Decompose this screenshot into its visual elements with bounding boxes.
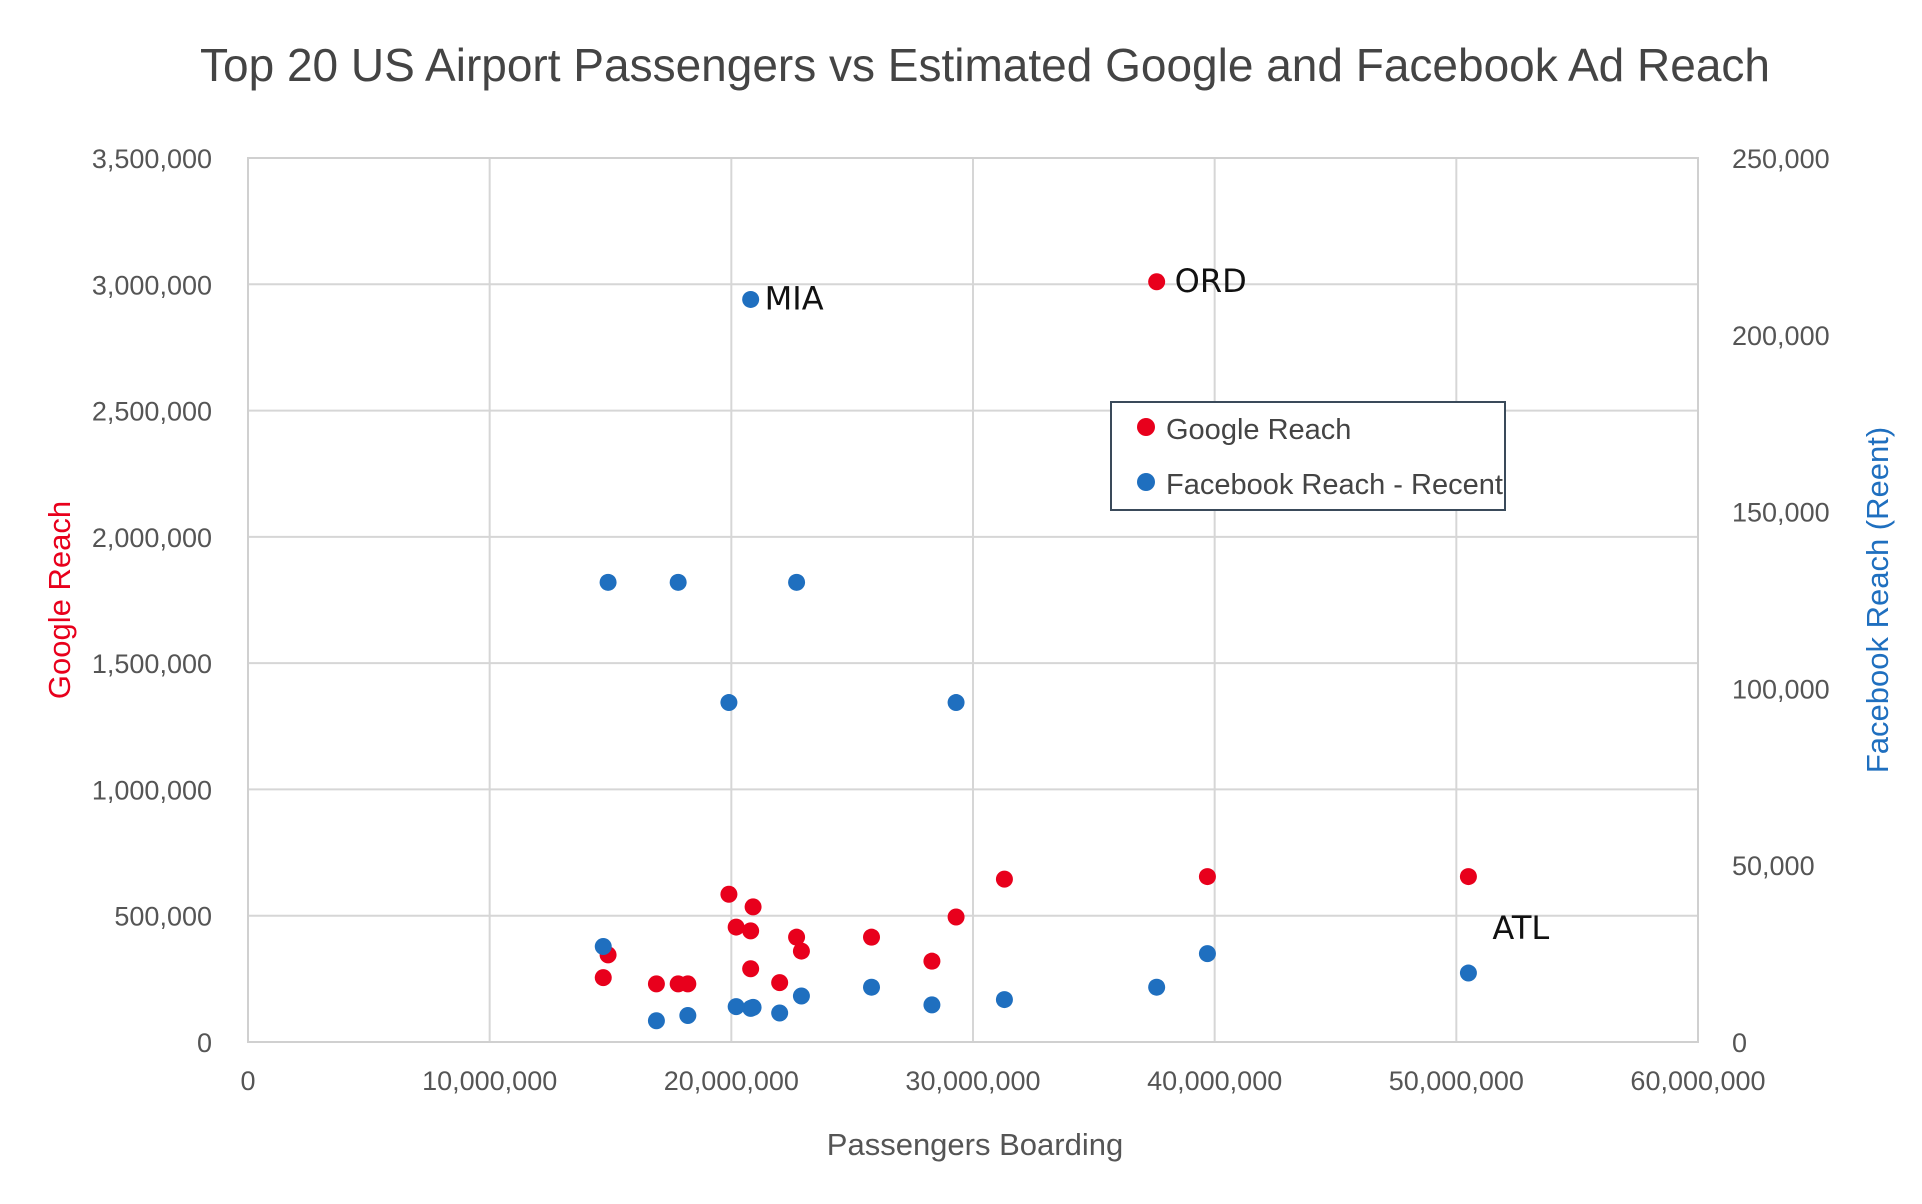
right-tick-label: 0 [1732, 1028, 1747, 1058]
left-axis-ticks: 0 500,000 1,000,000 1,500,000 2,000,000 2,500… [92, 144, 212, 1058]
facebook-reach-point [742, 290, 760, 308]
left-axis-title: Google Reach [42, 501, 77, 699]
google-reach-point [727, 918, 745, 936]
annotation-atl: ATL [1492, 909, 1549, 947]
facebook-reach-point [594, 938, 612, 956]
left-tick-label: 3,000,000 [92, 270, 212, 300]
google-reach-point [1459, 868, 1477, 886]
right-tick-label: 150,000 [1732, 498, 1830, 528]
google-reach-point [679, 975, 697, 993]
google-reach-point [742, 922, 760, 940]
facebook-reach-point [923, 996, 941, 1014]
left-tick-label: 1,500,000 [92, 649, 212, 679]
legend-marker-google [1137, 418, 1155, 436]
legend-label-facebook: Facebook Reach - Recent [1166, 469, 1503, 501]
grid-lines [248, 158, 1698, 1043]
x-tick-label: 20,000,000 [664, 1066, 799, 1096]
facebook-reach-point [727, 998, 745, 1016]
x-tick-label: 0 [240, 1066, 255, 1096]
facebook-reach-point [788, 573, 806, 591]
facebook-reach-point [863, 978, 880, 996]
x-axis-ticks: 0 10,000,000 20,000,000 30,000,000 40,000,00… [240, 1066, 1765, 1096]
facebook-reach-point [720, 694, 738, 712]
annotation-mia: MIA [765, 279, 824, 317]
plot-area [247, 157, 1699, 1043]
google-reach-point [1198, 868, 1216, 886]
facebook-reach-point [947, 694, 965, 712]
x-axis-title: Passengers Boarding [827, 1127, 1123, 1162]
left-tick-label: 500,000 [114, 902, 212, 932]
right-tick-label: 250,000 [1732, 144, 1830, 174]
legend: Google Reach Facebook Reach - Recent [1110, 401, 1506, 511]
x-tick-label: 50,000,000 [1389, 1066, 1524, 1096]
x-tick-label: 60,000,000 [1630, 1066, 1765, 1096]
google-reach-point [995, 870, 1013, 888]
right-tick-label: 100,000 [1732, 674, 1830, 704]
google-reach-point [594, 969, 612, 987]
facebook-reach-point [744, 998, 762, 1016]
right-axis-title: Facebook Reach (Reent) [1860, 427, 1895, 773]
right-axis-ticks: 0 50,000 100,000 150,000 200,000 250,000 [1732, 144, 1830, 1058]
google-reach-point [647, 975, 665, 993]
facebook-reach-point [647, 1012, 665, 1030]
x-tick-label: 30,000,000 [905, 1066, 1040, 1096]
google-reach-point [863, 928, 880, 946]
left-tick-label: 1,000,000 [92, 775, 212, 805]
facebook-reach-point [771, 1004, 789, 1022]
legend-marker-facebook [1137, 473, 1155, 491]
facebook-reach-point [1148, 978, 1166, 996]
facebook-reach-point [669, 573, 687, 591]
right-tick-label: 200,000 [1732, 321, 1830, 351]
google-reach-point [788, 928, 806, 946]
google-reach-point [1148, 273, 1166, 291]
left-tick-label: 2,500,000 [92, 397, 212, 427]
google-reach-point [947, 908, 965, 926]
x-tick-label: 40,000,000 [1147, 1066, 1282, 1096]
point-annotations: MIA ORD ATL [765, 262, 1550, 947]
chart-title: Top 20 US Airport Passengers vs Estimate… [200, 39, 1770, 91]
facebook-reach-point [679, 1006, 697, 1024]
annotation-ord: ORD [1175, 262, 1247, 300]
right-tick-label: 50,000 [1732, 851, 1815, 881]
data-points [594, 273, 1477, 1030]
google-reach-point [923, 952, 941, 970]
left-tick-label: 3,500,000 [92, 144, 212, 174]
google-reach-point [771, 974, 789, 992]
left-tick-label: 0 [197, 1028, 212, 1058]
left-tick-label: 2,000,000 [92, 523, 212, 553]
google-reach-point [792, 942, 810, 960]
legend-label-google: Google Reach [1166, 414, 1351, 446]
legend-box [1110, 401, 1506, 511]
facebook-reach-point [1198, 945, 1216, 963]
google-reach-point [720, 885, 738, 903]
facebook-reach-point [1459, 964, 1477, 982]
facebook-reach-point [995, 991, 1013, 1009]
google-reach-point [744, 898, 762, 916]
google-reach-point [742, 960, 760, 978]
facebook-reach-point [599, 573, 617, 591]
x-tick-label: 10,000,000 [422, 1066, 557, 1096]
facebook-reach-point [792, 987, 810, 1005]
